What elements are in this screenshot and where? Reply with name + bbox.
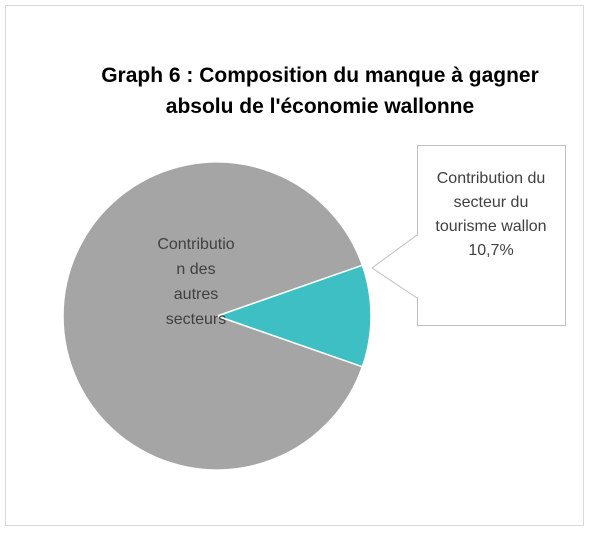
callout-pointer <box>371 234 418 299</box>
value-label: 10,7% <box>468 242 514 259</box>
chart-border <box>5 5 584 526</box>
category-label: Contribution des autres secteurs <box>157 236 235 328</box>
chart-title: Graph 6 : Composition du manque à gagner… <box>101 64 539 118</box>
callout-box <box>417 145 566 326</box>
pie-slice <box>62 161 364 471</box>
pie-slice <box>214 264 372 368</box>
slice-label: Contribution du secteur du tourisme wall… <box>422 167 560 263</box>
category-label: Contribution du secteur du tourisme wall… <box>435 170 547 235</box>
slice-label: Contribution des autres secteurs <box>155 232 237 332</box>
